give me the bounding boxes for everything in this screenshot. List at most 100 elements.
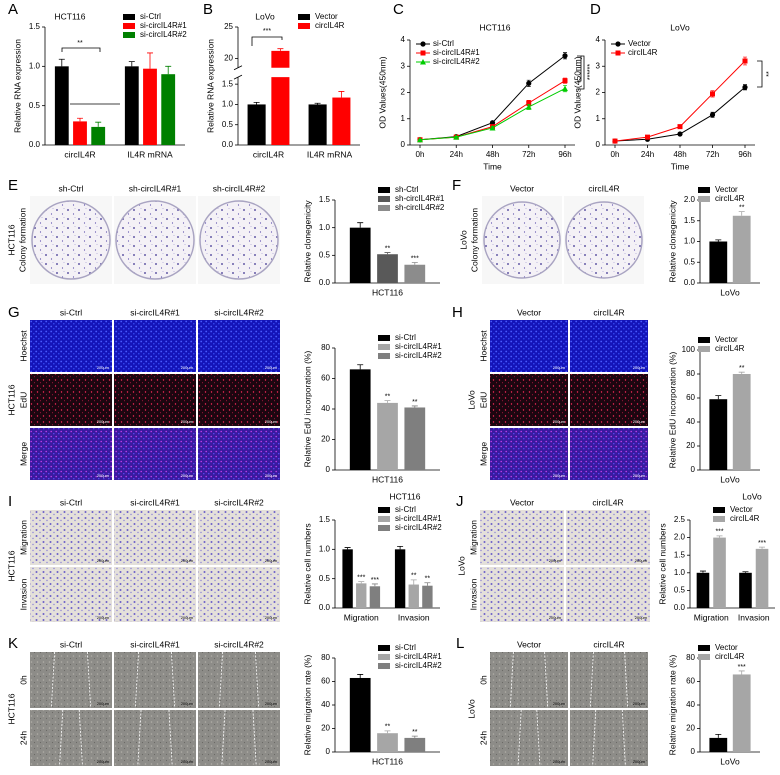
bracket [251, 36, 283, 46]
micrograph [490, 320, 568, 372]
x-tick-label: 72h [706, 150, 719, 159]
x-tick-label: 48h [486, 150, 499, 159]
y-axis-label: OD Values(450nm) [377, 56, 387, 128]
bar [408, 584, 419, 608]
error-bar [384, 400, 391, 403]
culture-plate [115, 200, 195, 280]
micrograph [570, 652, 648, 708]
row-label: 0h [478, 675, 488, 685]
x-tick-label: 0h [611, 150, 620, 159]
column-label: si-Ctrl [60, 639, 82, 649]
y-tick-label: 80 [321, 653, 330, 662]
bar [422, 585, 433, 608]
scale-bar-label: 200μm [181, 473, 194, 478]
x-tick-label: circIL4R [64, 149, 95, 159]
bar [732, 674, 751, 752]
legend-swatch [378, 507, 390, 513]
column-label: sh-circIL4R#1 [129, 183, 182, 193]
significance: *** [371, 577, 379, 584]
error-bar [253, 102, 260, 105]
wound-edge [517, 709, 522, 767]
legend-label: si-circIL4R#2 [433, 57, 480, 66]
bar [739, 572, 752, 608]
side-label: LoVo [466, 699, 476, 719]
y-tick-label: 0.0 [319, 603, 331, 612]
legend-label: si-circIL4R#2 [140, 30, 187, 39]
row-label: Invasion [468, 578, 478, 610]
significance: ** [77, 40, 83, 47]
y-tick-label: 1.5 [684, 216, 696, 225]
side-label: HCT116 [6, 550, 16, 581]
error-bar [165, 65, 172, 75]
legend-label: circIL4R [715, 344, 745, 353]
scale-bar-label: 200μm [633, 759, 646, 764]
y-tick-label: 60 [321, 374, 330, 383]
legend-label: si-circIL4R#1 [395, 652, 442, 661]
legend-swatch [298, 14, 310, 20]
column-label: si-circIL4R#1 [130, 307, 180, 317]
legend-label: si-circIL4R#1 [433, 48, 480, 57]
significance: ** [412, 399, 418, 406]
y-tick-label: 1.5 [29, 22, 41, 31]
scale-bar-label: 200μm [553, 365, 566, 370]
y-tick-label: 0 [326, 747, 331, 756]
scale-bar-label: 200μm [265, 558, 278, 563]
legend-label: si-circIL4R#2 [395, 523, 442, 532]
y-axis-label: Relative RNA expression [12, 39, 22, 133]
bar [356, 583, 367, 608]
legend-label: si-Ctrl [395, 505, 416, 514]
marker [742, 84, 748, 90]
panel-letter: G [8, 304, 20, 321]
scale-bar-label: 200μm [97, 701, 110, 706]
y-tick-label: 0.5 [319, 574, 331, 583]
significance: *** [357, 574, 365, 581]
row-label: 24h [18, 731, 28, 745]
error-bar [358, 581, 365, 584]
y-tick-label: 4 [596, 35, 601, 44]
micrograph [570, 428, 648, 480]
legend-swatch [378, 187, 390, 193]
y-tick-label: 1 [596, 114, 601, 123]
panel-letter: C [393, 1, 404, 18]
wound-edge [624, 651, 629, 709]
y-axis-label: OD Values(450nm) [572, 56, 582, 128]
y-axis-label: Relative EdU incorporation (%) [667, 351, 677, 468]
wound-edge [59, 709, 64, 767]
side-label: Colony formation [17, 208, 27, 273]
marker [562, 53, 568, 59]
y-axis-label: Relative cell numbers [657, 523, 667, 604]
x-tick-label: HCT116 [372, 474, 403, 484]
y-tick-label: 0 [691, 465, 696, 474]
chart-title: HCT116 [479, 22, 510, 32]
legend-label: Vector [715, 335, 738, 344]
side-label: HCT116 [6, 384, 16, 415]
y-tick-label: 80 [321, 343, 330, 352]
row-label: Migration [468, 520, 478, 555]
bar [332, 97, 351, 145]
y-tick-label: 1.5 [674, 550, 686, 559]
micrograph [490, 652, 568, 708]
x-tick-label: Migration [694, 612, 729, 622]
legend-swatch [698, 645, 710, 651]
micrograph [198, 567, 280, 622]
micrograph [114, 567, 196, 622]
wound-edge [50, 651, 55, 709]
scale-bar-label: 200μm [181, 701, 194, 706]
panel-letter: E [8, 177, 18, 194]
x-tick-label: LoVo [720, 756, 740, 766]
marker [709, 112, 716, 118]
y-tick-label: 80 [686, 653, 695, 662]
scale-bar-label: 200μm [553, 701, 566, 706]
scale-bar-label: 200μm [97, 473, 110, 478]
legend-label: si-circIL4R#1 [395, 342, 442, 351]
scale-bar-label: 200μm [97, 419, 110, 424]
error-bar [357, 222, 364, 228]
x-tick-label: HCT116 [372, 287, 403, 297]
side-label: HCT116 [6, 693, 16, 724]
panel-letter: L [456, 635, 464, 652]
y-tick-label: 1.5 [319, 195, 331, 204]
row-label: 24h [478, 731, 488, 745]
bar [732, 374, 751, 470]
x-tick-label: 0h [416, 150, 425, 159]
